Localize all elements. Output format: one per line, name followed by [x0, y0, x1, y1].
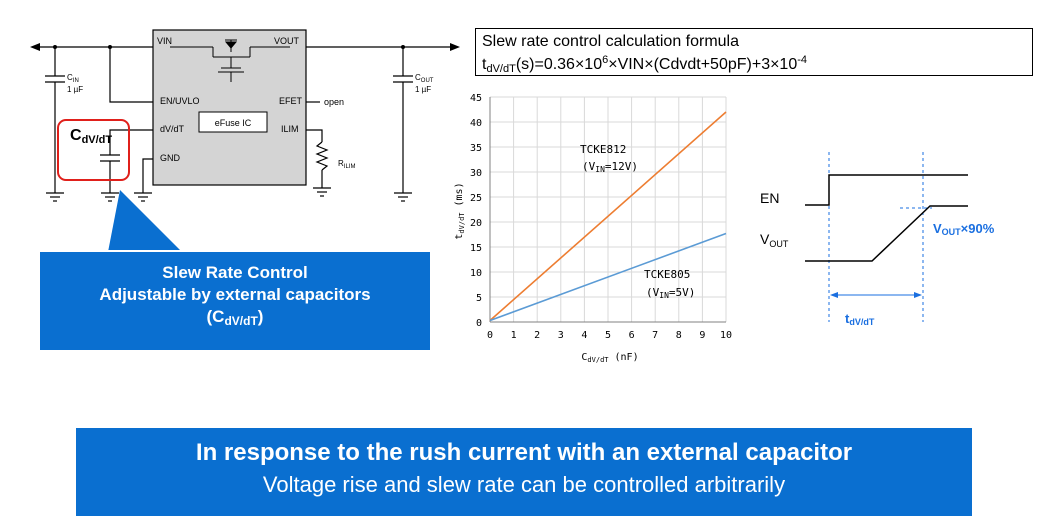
- chart-x-tick-label: 1: [511, 330, 517, 341]
- cdvdt-sub: dV/dT: [82, 134, 113, 146]
- chart-y-tick-label: 0: [476, 318, 482, 329]
- cdvdt-label: C: [70, 127, 82, 144]
- cin-label: C: [67, 73, 73, 82]
- svg-text:RILIM: RILIM: [338, 159, 355, 170]
- chart-x-tick-label: 8: [676, 330, 682, 341]
- pin-efet-label: EFET: [279, 96, 303, 106]
- rilim-sub: ILIM: [344, 164, 356, 170]
- chart-y-tick-label: 35: [470, 143, 482, 154]
- chart-y-tick-label: 15: [470, 243, 482, 254]
- svg-text:CdV/dT: CdV/dT: [70, 127, 112, 146]
- banner-line2: Voltage rise and slew rate can be contro…: [262, 472, 786, 497]
- chart-y-tick-label: 40: [470, 118, 482, 129]
- timing-diagram: EN VOUT VOUT×90% tdV/dT: [760, 152, 995, 327]
- chart-y-tick-label: 5: [476, 293, 482, 304]
- cout-value: 1 µF: [415, 85, 431, 94]
- pin-vout-label: VOUT: [274, 36, 300, 46]
- cout-label: C: [415, 73, 421, 82]
- chart-y-tick-label: 30: [470, 168, 482, 179]
- cout-sub: OUT: [421, 78, 434, 84]
- bottom-banner: In response to the rush current with an …: [76, 428, 972, 516]
- series-label-tcke812: TCKE812: [580, 143, 626, 156]
- chart-series: [489, 111, 727, 322]
- chart-x-tick-label: 10: [720, 330, 732, 341]
- chart-y-tick-label: 10: [470, 268, 482, 279]
- chart-x-tick-label: 2: [534, 330, 540, 341]
- timing-vout-label: VOUT: [760, 231, 789, 249]
- chart-x-tick-label: 3: [558, 330, 564, 341]
- circuit-schematic: VIN VOUT EN/UVLO dV/dT GND EFET ILIM eFu…: [30, 29, 460, 250]
- formula-box: Slew rate control calculation formula td…: [475, 28, 1033, 76]
- pin-ilim-label: ILIM: [281, 124, 299, 134]
- svg-text:COUT: COUT: [415, 73, 434, 84]
- formula-title: Slew rate control calculation formula: [482, 33, 740, 50]
- chart-y-axis-label: tdV/dT (ms): [454, 182, 466, 239]
- chart-x-tick-label: 4: [581, 330, 587, 341]
- pin-gnd-label: GND: [160, 153, 181, 163]
- slew-rate-callout: Slew Rate Control Adjustable by external…: [40, 252, 430, 350]
- rilim-label: R: [338, 159, 344, 168]
- series-line-tcke805: [489, 232, 727, 322]
- svg-text:CIN: CIN: [67, 73, 79, 84]
- formula-expression: tdV/dT(s)=0.36×106×VIN×(Cdvdt+50pF)+3×10…: [482, 54, 808, 75]
- series-label-tcke805: TCKE805: [644, 268, 690, 281]
- chart-x-tick-label: 0: [487, 330, 493, 341]
- pin-dvdt-label: dV/dT: [160, 124, 185, 134]
- callout-line2: Adjustable by external capacitors: [99, 285, 371, 304]
- callout-line3: (CdV/dT): [206, 307, 264, 328]
- callout-line1: Slew Rate Control: [162, 263, 308, 282]
- timing-tdvdt-label: tdV/dT: [845, 311, 875, 327]
- efet-open-label: open: [324, 97, 344, 107]
- timing-en-label: EN: [760, 190, 779, 206]
- timing-vout-90-label: VOUT×90%: [933, 221, 995, 237]
- cin-value: 1 µF: [67, 85, 83, 94]
- series-condition-tcke805: (VIN=5V): [646, 286, 695, 300]
- chart-x-tick-label: 6: [629, 330, 635, 341]
- chart-x-tick-label: 7: [652, 330, 658, 341]
- pin-vin-label: VIN: [157, 36, 172, 46]
- chart-x-tick-label: 9: [699, 330, 705, 341]
- chart-grid: [489, 96, 727, 323]
- chart-y-tick-label: 20: [470, 218, 482, 229]
- pin-en-label: EN/UVLO: [160, 96, 200, 106]
- cin-sub: IN: [73, 78, 79, 84]
- series-line-tcke812: [489, 111, 727, 322]
- chart-y-tick-label: 45: [470, 93, 482, 104]
- banner-line1: In response to the rush current with an …: [195, 439, 853, 466]
- chart-x-axis-label: CdV/dT (nF): [581, 352, 638, 364]
- series-condition-tcke812: (VIN=12V): [582, 160, 638, 174]
- ic-name-label: eFuse IC: [215, 118, 252, 128]
- chart-x-tick-label: 5: [605, 330, 611, 341]
- chart-y-tick-label: 25: [470, 193, 482, 204]
